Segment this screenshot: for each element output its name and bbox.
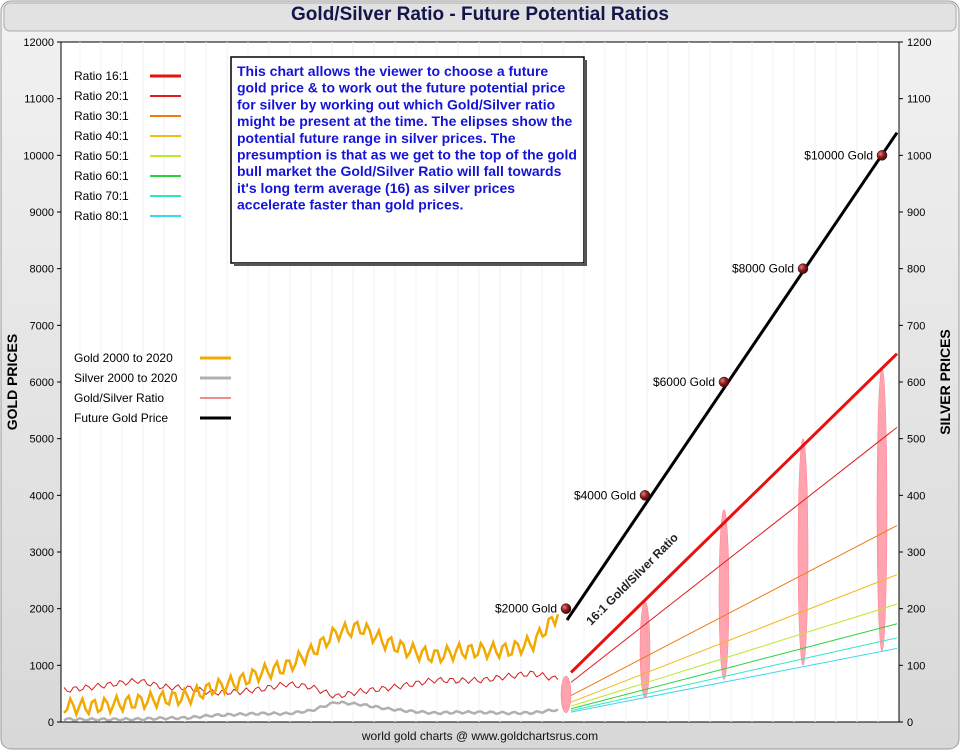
- right-tick-label: 1000: [907, 150, 931, 162]
- silver-range-ellipse: [797, 438, 809, 666]
- right-tick-label: 1100: [907, 94, 931, 106]
- left-tick-label: 4000: [30, 490, 54, 502]
- ratio-line: [570, 525, 898, 696]
- ratio-legend-label: Ratio 30:1: [74, 109, 129, 123]
- ratio-line: [570, 647, 898, 713]
- title-bar: [3, 2, 957, 32]
- left-tick-label: 1000: [30, 660, 54, 672]
- left-tick-label: 8000: [30, 264, 54, 276]
- right-tick-label: 400: [907, 490, 925, 502]
- left-tick-label: 11000: [24, 94, 54, 106]
- future-gold-point: [718, 376, 730, 388]
- future-gold-label: $8000 Gold: [732, 262, 794, 276]
- ratio-line: [570, 637, 898, 712]
- ratio-legend-label: Ratio 20:1: [74, 89, 129, 103]
- right-tick-label: 600: [907, 377, 925, 389]
- right-tick-label: 700: [907, 320, 925, 332]
- right-axis-label: SILVER PRICES: [937, 329, 953, 435]
- ratio-legend-label: Ratio 40:1: [74, 129, 129, 143]
- left-axis-label: GOLD PRICES: [4, 334, 20, 430]
- chart-title: Gold/Silver Ratio - Future Potential Rat…: [291, 4, 669, 25]
- future-gold-point: [876, 150, 888, 161]
- ratio-legend-label: Ratio 60:1: [74, 169, 129, 183]
- left-tick-label: 7000: [30, 320, 54, 332]
- ratio-legend-label: Ratio 50:1: [74, 149, 129, 163]
- silver-range-ellipse: [718, 509, 730, 680]
- annotation-box: [230, 56, 585, 264]
- left-tick-label: 6000: [30, 377, 54, 389]
- ratio-legend-label: Ratio 70:1: [74, 189, 129, 203]
- future-gold-label: $2000 Gold: [495, 602, 557, 616]
- right-tick-label: 0: [907, 717, 913, 729]
- series-legend-label: Future Gold Price: [74, 411, 168, 425]
- right-tick-label: 500: [907, 434, 925, 446]
- left-tick-label: 5000: [30, 434, 54, 446]
- future-gold-label: $6000 Gold: [653, 375, 715, 389]
- future-gold-point: [797, 263, 809, 274]
- left-tick-label: 12000: [23, 37, 54, 49]
- future-gold-point: [560, 603, 572, 614]
- annotation-shadow: [584, 60, 587, 266]
- future-gold-label: $10000 Gold: [804, 148, 873, 162]
- left-tick-label: 10000: [23, 150, 54, 162]
- right-tick-label: 300: [907, 547, 925, 559]
- future-gold-label: $4000 Gold: [574, 488, 636, 502]
- gold-history-line: [63, 613, 560, 719]
- ratio-line: [570, 574, 898, 703]
- ratio-line: [570, 603, 898, 707]
- right-tick-label: 200: [907, 604, 925, 616]
- left-tick-label: 9000: [30, 207, 54, 219]
- annotation-text: This chart allows the viewer to choose a…: [237, 63, 577, 213]
- right-tick-label: 100: [907, 660, 925, 672]
- right-tick-label: 1200: [907, 37, 931, 49]
- right-tick-label: 900: [907, 207, 925, 219]
- ratio-legend-label: Ratio 16:1: [74, 69, 129, 83]
- silver-history-line: [63, 700, 559, 722]
- ratio-line: [570, 426, 898, 683]
- ratio-legend-label: Ratio 80:1: [74, 209, 129, 223]
- left-tick-label: 0: [48, 717, 54, 729]
- left-tick-label: 2000: [30, 604, 54, 616]
- left-tick-label: 3000: [30, 547, 54, 559]
- series-legend-label: Gold 2000 to 2020: [74, 351, 173, 365]
- future-gold-price-line: [565, 131, 899, 621]
- footer-credit: world gold charts @ www.goldchartsrus.co…: [361, 729, 599, 743]
- right-tick-label: 800: [907, 264, 925, 276]
- ratio-line: [570, 623, 898, 710]
- silver-range-ellipse: [560, 675, 572, 714]
- future-gold-point: [639, 490, 651, 501]
- ratio-line: [569, 352, 899, 674]
- series-legend-label: Gold/Silver Ratio: [74, 391, 164, 405]
- annotation-shadow: [234, 263, 587, 266]
- gold-silver-ratio-line: [63, 670, 559, 699]
- series-legend-label: Silver 2000 to 2020: [74, 371, 178, 385]
